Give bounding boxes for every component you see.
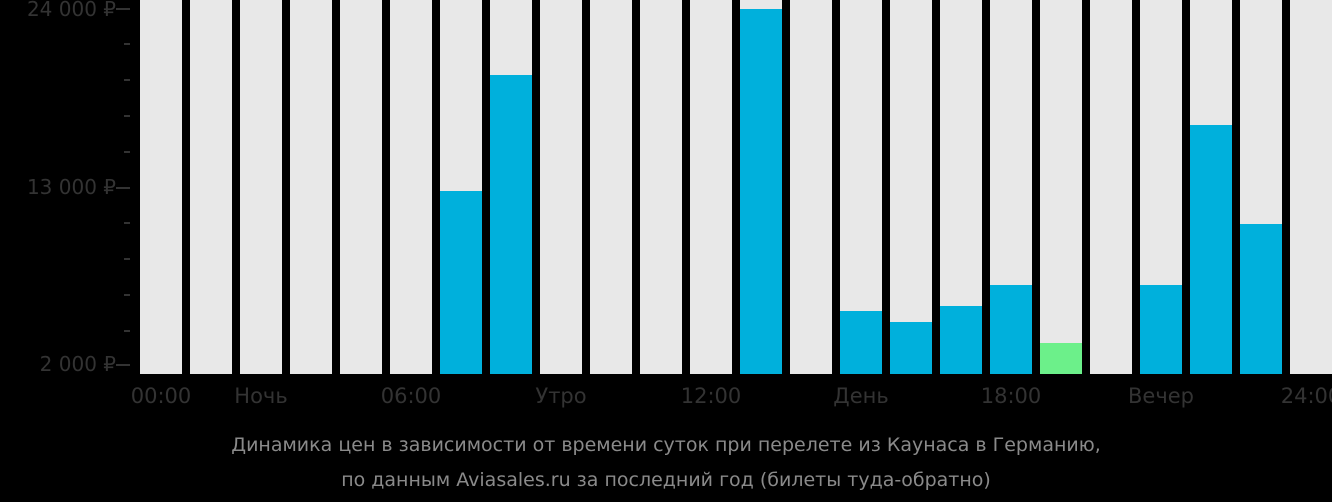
y-tick-minor [124,151,130,153]
y-tick-major [116,187,130,189]
price-bar-14 [840,310,882,374]
hour-slot-16 [940,0,982,374]
y-tick-major [116,8,130,10]
x-tick-label: Вечер [1128,384,1194,408]
price-bar-12 [740,9,782,374]
price-bar-22 [1240,223,1282,374]
x-tick-label: 18:00 [980,384,1042,408]
hour-slot-07 [490,0,532,374]
y-tick-label-24000: 24 000 ₽ [26,0,116,21]
y-tick-minor [124,115,130,117]
hour-slot-20 [1140,0,1182,374]
hour-slot-10 [640,0,682,374]
price-bar-20 [1140,284,1182,374]
y-tick-minor [124,258,130,260]
y-tick-major [116,364,130,366]
hour-slot-22 [1240,0,1282,374]
hour-slot-21 [1190,0,1232,374]
x-tick-label: 24:00 [1280,384,1332,408]
hour-slot-18 [1040,0,1082,374]
price-bar-07 [490,75,532,374]
y-tick-minor [124,43,130,45]
hour-slot-00 [140,0,182,374]
x-tick-label: Ночь [234,384,288,408]
y-tick-label-13000: 13 000 ₽ [26,175,116,199]
hour-slot-02 [240,0,282,374]
hour-slot-06 [440,0,482,374]
x-tick-label: 12:00 [680,384,742,408]
price-bar-21 [1190,125,1232,374]
hour-slot-09 [590,0,632,374]
hour-slot-19 [1090,0,1132,374]
y-tick-minor [124,222,130,224]
y-tick-label-2000: 2 000 ₽ [39,352,116,376]
hour-slot-15 [890,0,932,374]
hour-slot-17 [990,0,1032,374]
y-tick-minor [124,79,130,81]
hour-slot-04 [340,0,382,374]
hour-slot-14 [840,0,882,374]
hour-slot-23 [1290,0,1332,374]
x-tick-label: Утро [535,384,587,408]
hour-slot-13 [790,0,832,374]
price-bar-17 [990,284,1032,374]
chart-caption-line-2: по данным Aviasales.ru за последний год … [341,469,991,491]
x-tick-label: День [833,384,889,408]
hour-slot-01 [190,0,232,374]
price-bar-18 [1040,343,1082,374]
hour-slot-05 [390,0,432,374]
hour-slot-12 [740,0,782,374]
price-by-hour-chart [140,0,1332,374]
price-bar-15 [890,322,932,374]
hour-slot-11 [690,0,732,374]
chart-caption-line-1: Динамика цен в зависимости от времени су… [231,434,1101,456]
hour-slot-08 [540,0,582,374]
x-tick-label: 06:00 [380,384,442,408]
x-tick-label: 00:00 [130,384,192,408]
price-bar-16 [940,305,982,374]
hour-slot-03 [290,0,332,374]
price-bar-06 [440,191,482,374]
y-tick-minor [124,294,130,296]
y-tick-minor [124,330,130,332]
